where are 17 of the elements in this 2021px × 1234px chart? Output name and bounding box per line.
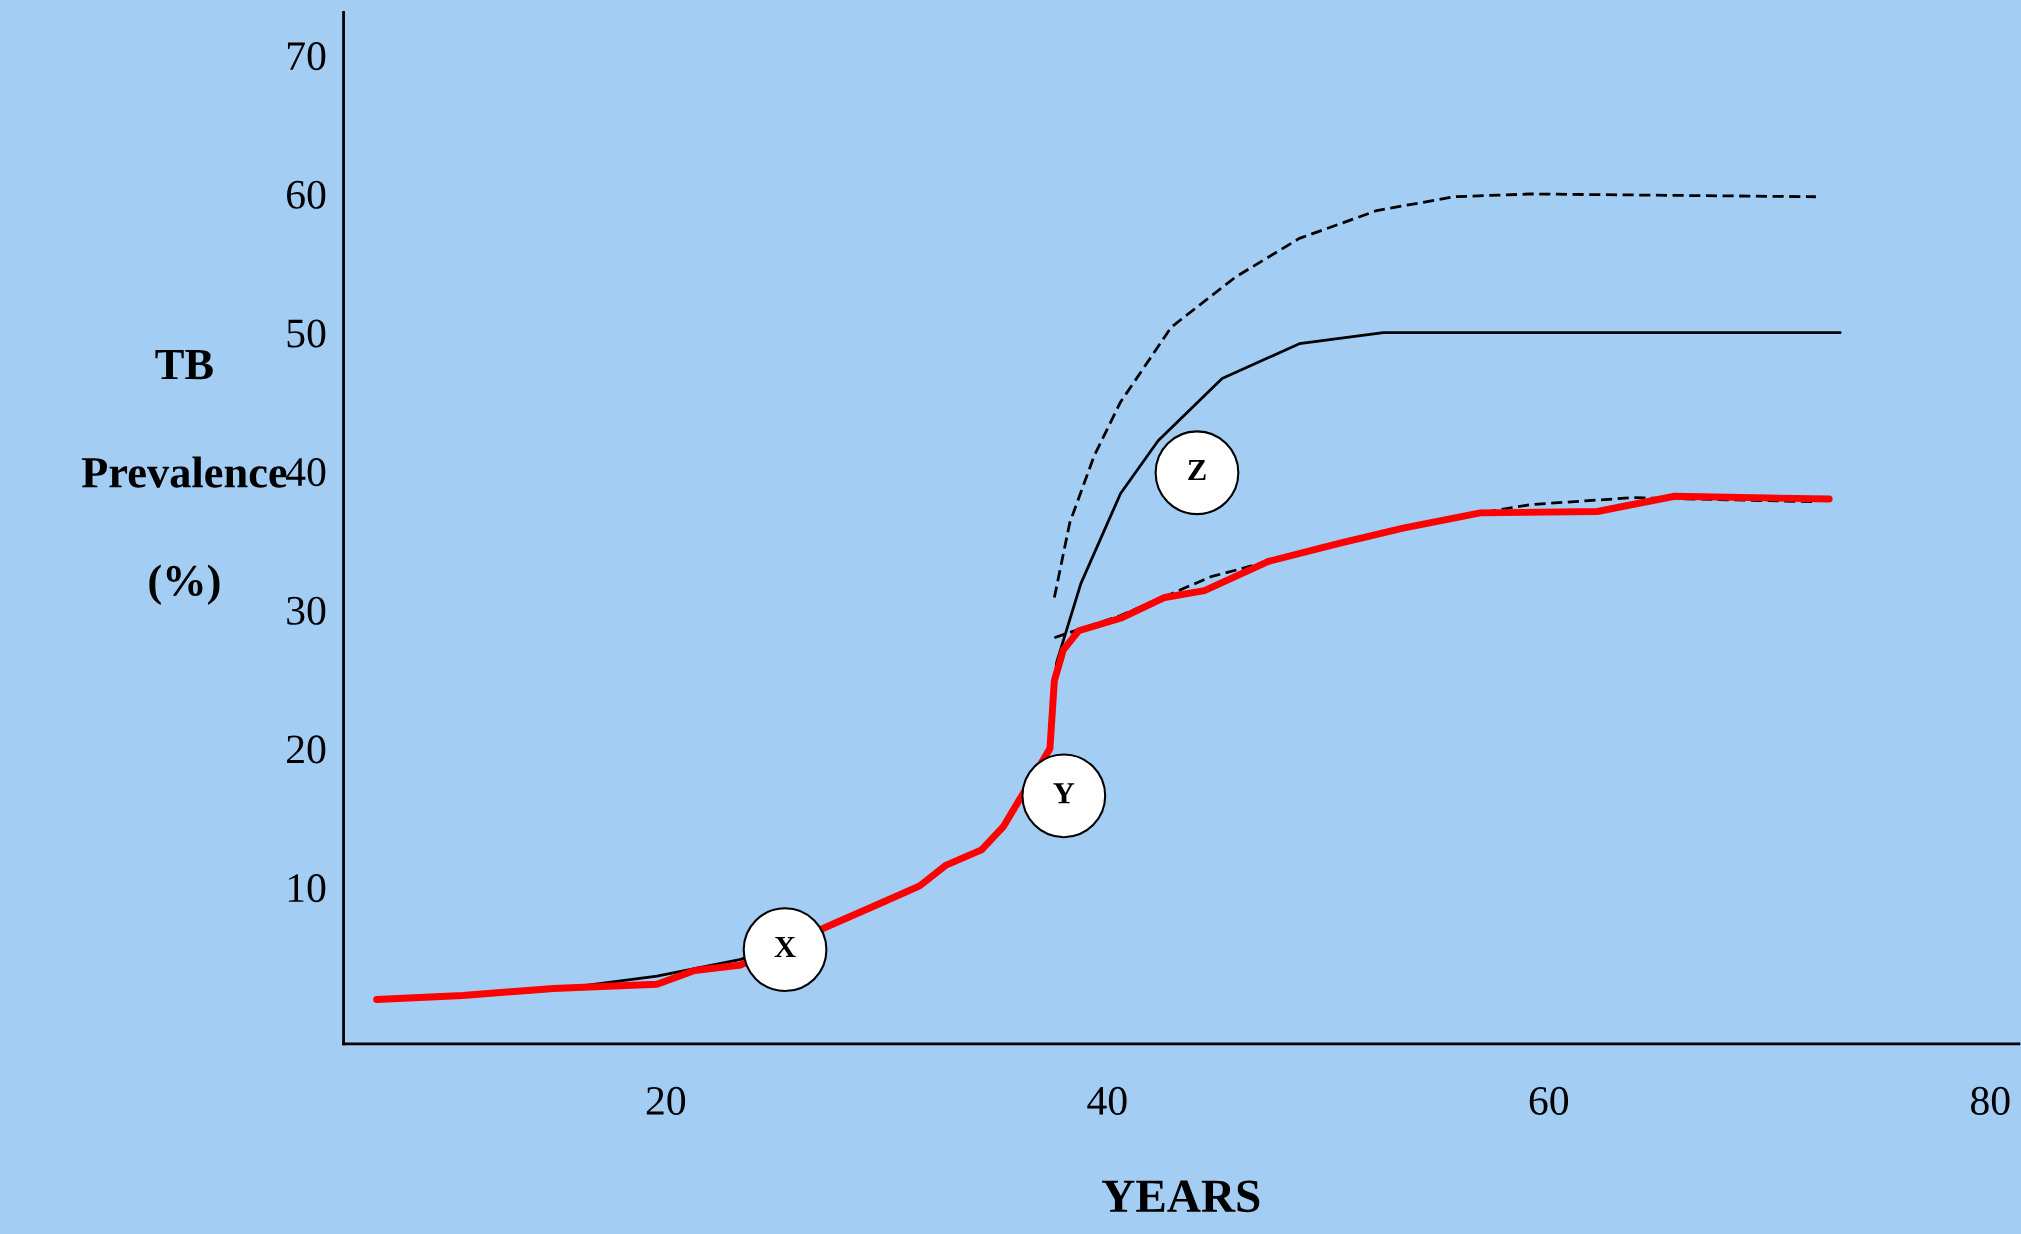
y-tick-label: 20 (287, 735, 326, 764)
annotation: Z (1188, 460, 1206, 481)
y-tick-label: 60 (287, 180, 326, 209)
y-tick-label: 70 (287, 42, 326, 71)
y-tick-label: 10 (288, 874, 326, 903)
x-tick-label: 80 (1971, 1086, 2010, 1115)
y-tick-label: 30 (287, 596, 326, 625)
x-tick-label: 20 (646, 1086, 686, 1115)
x-axis-title: YEARS (1102, 1180, 1260, 1213)
line-series (1052, 192, 1818, 599)
y-tick-label: 50 (287, 319, 326, 348)
x-tick-label: 60 (1529, 1086, 1569, 1115)
text: TB Prevalence (%) (81, 350, 287, 605)
x-tick-label: 40 (1087, 1086, 1127, 1115)
annotation: X (774, 937, 796, 958)
annotation: Y (1053, 783, 1075, 804)
y-tick-label: 40 (286, 458, 326, 487)
